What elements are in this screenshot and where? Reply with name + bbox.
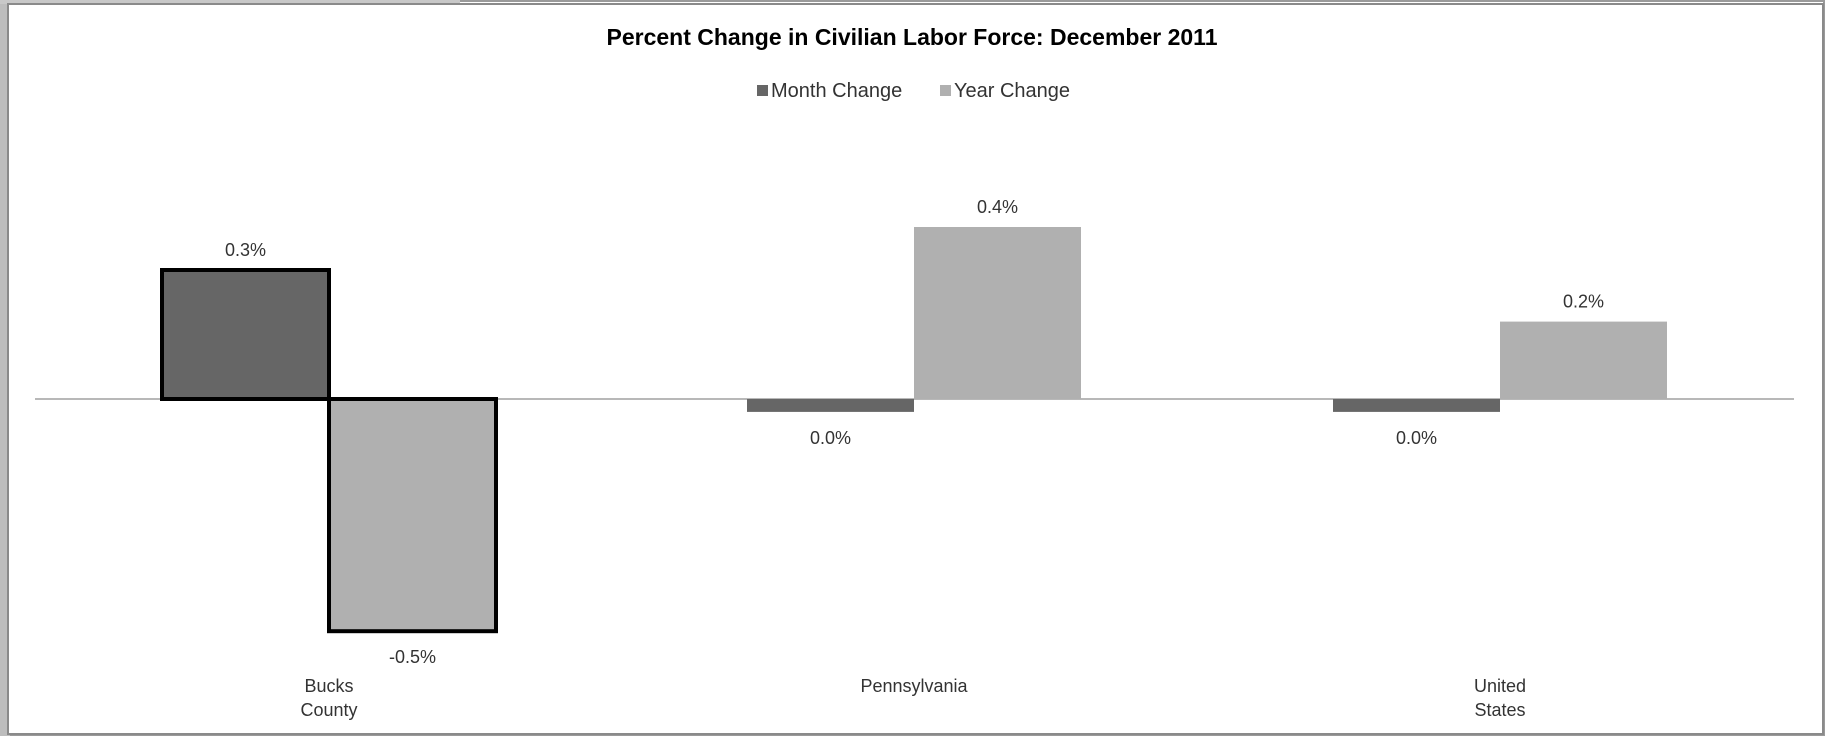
data-label-month-change-bucks-county: 0.3% [225,240,266,260]
data-label-year-change-bucks-county: -0.5% [389,647,436,667]
legend-label-month-change: Month Change [771,80,902,102]
data-label-month-change-united-states: 0.0% [1396,428,1437,448]
bars-layer [160,227,1667,634]
data-label-year-change-pennsylvania: 0.4% [977,197,1018,217]
data-label-year-change-united-states: 0.2% [1563,292,1604,312]
bar-year-change-united-states [1500,321,1667,399]
left-edge-bar [0,0,10,736]
bar-month-change-pennsylvania [747,399,914,412]
category-label-united-states-line-1: United [1474,676,1526,696]
legend-label-year-change: Year Change [954,80,1070,102]
data-labels-layer: 0.3% -0.5% 0.0% 0.4% 0.0% 0.2% [225,197,1604,667]
legend-swatch-year-change [940,85,951,96]
top-tab-strip [0,0,460,4]
legend: Month Change Year Change [757,80,1070,102]
category-label-bucks-county-line-2: County [300,700,357,720]
legend-swatch-month-change [757,85,768,96]
category-labels-layer: Bucks County Pennsylvania United States [300,676,1526,720]
category-label-bucks-county-line-1: Bucks [304,676,353,696]
bar-month-change-bucks-county [160,268,331,401]
category-label-united-states-line-2: States [1474,700,1525,720]
category-label-pennsylvania-line-1: Pennsylvania [860,676,968,696]
chart-title: Percent Change in Civilian Labor Force: … [607,24,1218,50]
bar-year-change-bucks-county [327,397,498,634]
bar-month-change-united-states [1333,399,1500,412]
data-label-month-change-pennsylvania: 0.0% [810,428,851,448]
bar-year-change-pennsylvania [914,227,1081,399]
